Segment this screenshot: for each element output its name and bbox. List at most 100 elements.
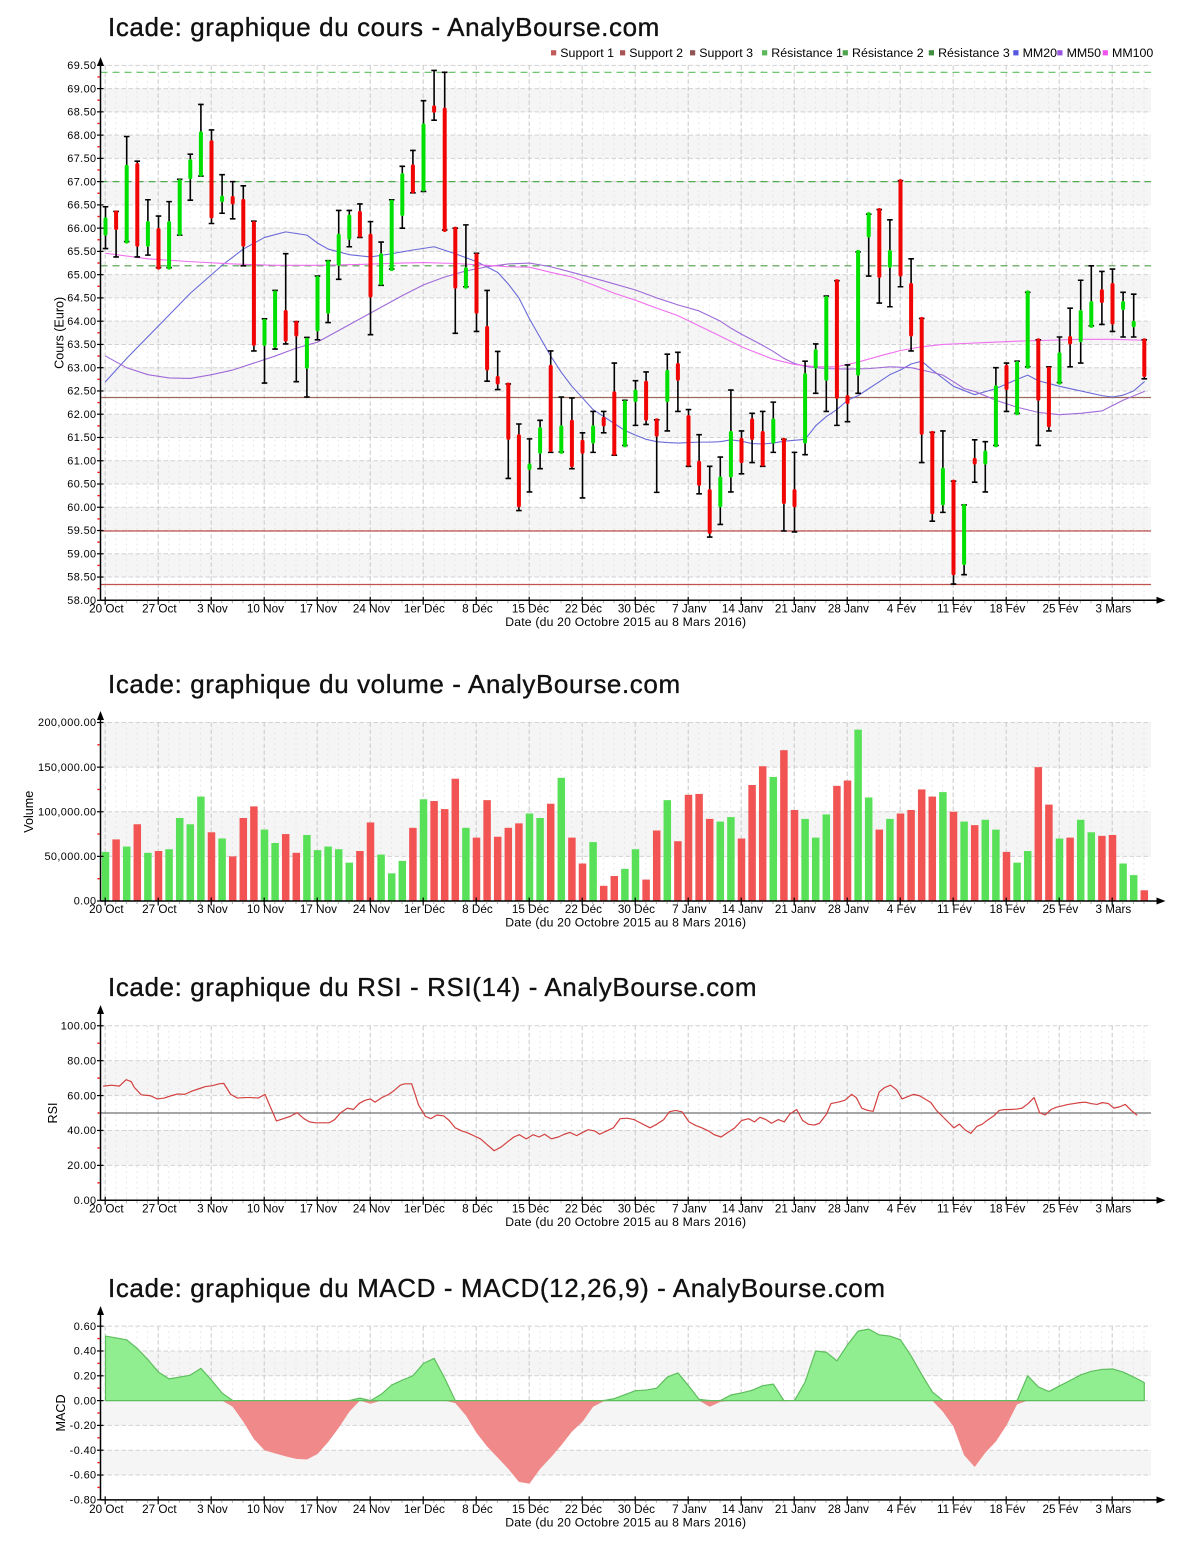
- svg-text:Volume: Volume: [22, 791, 36, 833]
- svg-text:20 Oct: 20 Oct: [89, 1203, 124, 1216]
- svg-text:61.00: 61.00: [67, 455, 96, 467]
- svg-text:10 Nov: 10 Nov: [247, 903, 284, 916]
- svg-text:3 Nov: 3 Nov: [197, 903, 228, 916]
- svg-text:60.00: 60.00: [67, 502, 96, 514]
- svg-text:59.50: 59.50: [67, 525, 96, 537]
- svg-text:Support 1: Support 1: [560, 46, 614, 60]
- svg-text:4 Fév: 4 Fév: [887, 603, 916, 616]
- svg-text:MACD: MACD: [54, 1394, 68, 1431]
- svg-text:68.00: 68.00: [67, 130, 96, 142]
- svg-text:10 Nov: 10 Nov: [247, 1503, 284, 1516]
- svg-text:28 Janv: 28 Janv: [828, 903, 869, 916]
- svg-text:0.60: 0.60: [74, 1321, 97, 1333]
- svg-text:3 Nov: 3 Nov: [197, 1203, 228, 1216]
- svg-text:20 Oct: 20 Oct: [89, 903, 124, 916]
- svg-text:7 Janv: 7 Janv: [672, 1503, 707, 1516]
- svg-text:30 Déc: 30 Déc: [618, 603, 655, 616]
- svg-text:Date (du 20 Octobre 2015 au 8: Date (du 20 Octobre 2015 au 8 Mars 2016): [505, 1215, 746, 1229]
- svg-text:-0.20: -0.20: [70, 1420, 97, 1432]
- svg-text:22 Déc: 22 Déc: [565, 903, 602, 916]
- svg-text:69.50: 69.50: [67, 60, 96, 72]
- svg-text:3 Mars: 3 Mars: [1096, 903, 1132, 916]
- svg-text:22 Déc: 22 Déc: [565, 603, 602, 616]
- svg-text:24 Nov: 24 Nov: [353, 903, 390, 916]
- svg-text:4 Fév: 4 Fév: [887, 1503, 916, 1516]
- svg-text:-0.80: -0.80: [70, 1495, 97, 1507]
- svg-text:28 Janv: 28 Janv: [828, 603, 869, 616]
- svg-text:Support 2: Support 2: [629, 46, 683, 60]
- svg-text:14 Janv: 14 Janv: [722, 1503, 763, 1516]
- svg-text:Date (du 20 Octobre 2015 au 8: Date (du 20 Octobre 2015 au 8 Mars 2016): [505, 916, 746, 930]
- svg-text:28 Janv: 28 Janv: [828, 1503, 869, 1516]
- svg-text:Résistance 2: Résistance 2: [852, 46, 924, 60]
- svg-text:59.00: 59.00: [67, 548, 96, 560]
- svg-text:MM20: MM20: [1023, 46, 1058, 60]
- svg-text:1er Déc: 1er Déc: [404, 903, 445, 916]
- svg-text:8 Déc: 8 Déc: [462, 1203, 493, 1216]
- svg-text:0.00: 0.00: [74, 1395, 97, 1407]
- svg-text:40.00: 40.00: [67, 1125, 96, 1137]
- svg-text:62.50: 62.50: [67, 386, 96, 398]
- svg-text:67.00: 67.00: [67, 176, 96, 188]
- svg-text:21 Janv: 21 Janv: [775, 1503, 816, 1516]
- svg-text:0.00: 0.00: [74, 896, 97, 908]
- svg-text:3 Nov: 3 Nov: [197, 603, 228, 616]
- svg-text:65.00: 65.00: [67, 269, 96, 281]
- svg-text:1er Déc: 1er Déc: [404, 1203, 445, 1216]
- svg-text:20 Oct: 20 Oct: [89, 603, 124, 616]
- svg-text:17 Nov: 17 Nov: [300, 1503, 337, 1516]
- svg-text:21 Janv: 21 Janv: [775, 603, 816, 616]
- svg-text:14 Janv: 14 Janv: [722, 603, 763, 616]
- svg-text:63.00: 63.00: [67, 362, 96, 374]
- svg-text:1er Déc: 1er Déc: [404, 1503, 445, 1516]
- svg-text:200,000.00: 200,000.00: [38, 717, 97, 729]
- svg-text:27 Oct: 27 Oct: [142, 1203, 177, 1216]
- svg-text:68.50: 68.50: [67, 107, 96, 119]
- svg-text:Résistance 3: Résistance 3: [938, 46, 1010, 60]
- svg-text:11 Fév: 11 Fév: [937, 903, 972, 916]
- svg-text:58.50: 58.50: [67, 572, 96, 584]
- svg-text:MM50: MM50: [1067, 46, 1102, 60]
- svg-text:8 Déc: 8 Déc: [462, 1503, 493, 1516]
- svg-text:24 Nov: 24 Nov: [353, 1203, 390, 1216]
- svg-text:10 Nov: 10 Nov: [247, 603, 284, 616]
- svg-text:8 Déc: 8 Déc: [462, 603, 493, 616]
- svg-text:65.50: 65.50: [67, 246, 96, 258]
- svg-text:30 Déc: 30 Déc: [618, 1203, 655, 1216]
- svg-text:7 Janv: 7 Janv: [672, 1203, 707, 1216]
- svg-text:69.00: 69.00: [67, 83, 96, 95]
- svg-text:61.50: 61.50: [67, 432, 96, 444]
- svg-text:22 Déc: 22 Déc: [565, 1503, 602, 1516]
- svg-text:22 Déc: 22 Déc: [565, 1203, 602, 1216]
- svg-text:24 Nov: 24 Nov: [353, 1503, 390, 1516]
- svg-text:Icade: graphique du volume - A: Icade: graphique du volume - AnalyBourse…: [108, 669, 681, 699]
- svg-text:66.00: 66.00: [67, 223, 96, 235]
- svg-text:25 Fév: 25 Fév: [1043, 603, 1079, 616]
- svg-text:20.00: 20.00: [67, 1160, 96, 1172]
- svg-text:30 Déc: 30 Déc: [618, 903, 655, 916]
- svg-text:3 Nov: 3 Nov: [197, 1503, 228, 1516]
- svg-text:27 Oct: 27 Oct: [142, 603, 177, 616]
- svg-text:25 Fév: 25 Fév: [1043, 903, 1079, 916]
- svg-text:60.50: 60.50: [67, 479, 96, 491]
- svg-text:15 Déc: 15 Déc: [512, 603, 549, 616]
- svg-text:Support 3: Support 3: [699, 46, 753, 60]
- svg-text:7 Janv: 7 Janv: [672, 603, 707, 616]
- svg-text:100.00: 100.00: [61, 1020, 97, 1032]
- svg-text:20 Oct: 20 Oct: [89, 1503, 124, 1516]
- svg-text:28 Janv: 28 Janv: [828, 1203, 869, 1216]
- svg-text:60.00: 60.00: [67, 1090, 96, 1102]
- svg-text:27 Oct: 27 Oct: [142, 903, 177, 916]
- svg-text:18 Fév: 18 Fév: [990, 603, 1026, 616]
- svg-text:18 Fév: 18 Fév: [990, 1203, 1026, 1216]
- svg-text:-0.60: -0.60: [70, 1470, 97, 1482]
- svg-text:64.00: 64.00: [67, 316, 96, 328]
- svg-text:30 Déc: 30 Déc: [618, 1503, 655, 1516]
- svg-text:Date (du 20 Octobre 2015 au 8: Date (du 20 Octobre 2015 au 8 Mars 2016): [505, 1516, 746, 1530]
- svg-text:Icade: graphique du MACD - MAC: Icade: graphique du MACD - MACD(12,26,9)…: [108, 1273, 886, 1303]
- svg-text:RSI: RSI: [46, 1103, 60, 1124]
- svg-text:150,000.00: 150,000.00: [38, 762, 97, 774]
- svg-text:17 Nov: 17 Nov: [300, 1203, 337, 1216]
- svg-text:15 Déc: 15 Déc: [512, 1503, 549, 1516]
- svg-text:7 Janv: 7 Janv: [672, 903, 707, 916]
